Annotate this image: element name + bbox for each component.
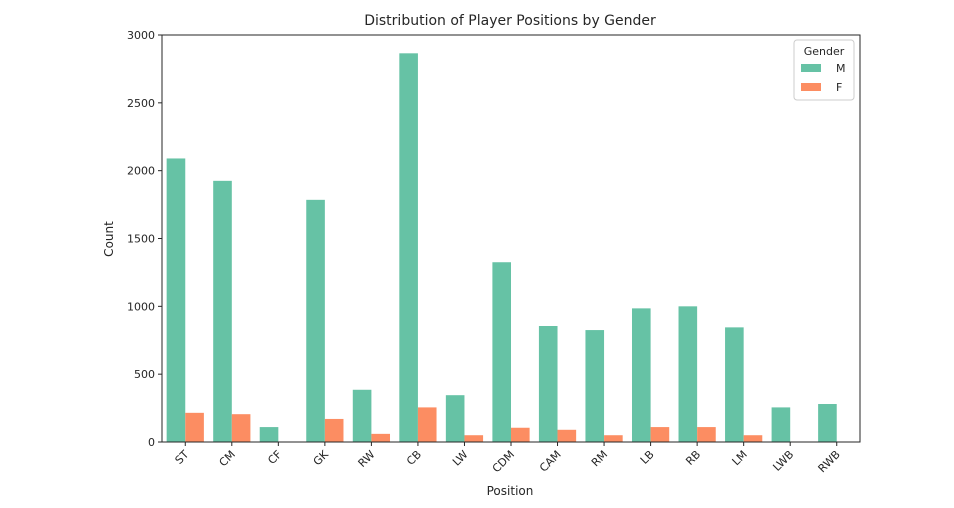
x-axis-title: Position <box>487 484 534 498</box>
x-tick-label: RW <box>356 448 378 470</box>
bar-M-RWB <box>818 404 837 442</box>
legend-swatch-M <box>801 64 821 72</box>
bar-M-RB <box>678 306 698 442</box>
bar-F-RM <box>604 435 623 442</box>
bars-layer <box>166 53 837 443</box>
bar-M-LB <box>631 308 651 442</box>
x-tick-label: CB <box>404 448 424 468</box>
bar-M-LWB <box>771 407 791 442</box>
x-tick-label: CAM <box>537 448 564 475</box>
y-tick-label: 3000 <box>127 29 155 42</box>
y-tick-label: 1500 <box>127 233 155 246</box>
y-axis-title: Count <box>102 221 116 257</box>
x-tick-label: LB <box>638 448 657 467</box>
bar-F-LB <box>650 427 670 442</box>
bar-F-GK <box>324 418 344 442</box>
bar-M-RW <box>352 389 372 442</box>
x-tick-label: GK <box>311 447 332 468</box>
x-tick-label: CM <box>217 448 238 469</box>
y-tick-label: 2500 <box>127 97 155 110</box>
y-tick-label: 0 <box>148 436 155 449</box>
bar-F-ST <box>185 412 204 442</box>
y-tick-label: 500 <box>134 368 155 381</box>
bar-F-CAM <box>557 429 577 442</box>
x-tick-label: RB <box>683 448 703 468</box>
bar-M-LM <box>725 327 744 442</box>
chart-title: Distribution of Player Positions by Gend… <box>364 13 656 29</box>
bar-M-CM <box>213 180 232 442</box>
bar-F-LM <box>743 435 763 442</box>
bar-F-LW <box>464 435 484 442</box>
bar-M-ST <box>166 158 186 442</box>
y-tick-label: 1000 <box>127 300 155 313</box>
legend-swatch-F <box>801 83 821 91</box>
bar-F-RB <box>697 427 716 442</box>
bar-M-CB <box>399 53 418 443</box>
x-tick-label: RWB <box>816 448 843 475</box>
bar-M-GK <box>306 199 325 442</box>
bar-F-CB <box>417 407 437 442</box>
legend-label-F: F <box>836 81 842 94</box>
bar-M-RM <box>585 330 605 442</box>
bar-F-CM <box>231 414 251 442</box>
bar-M-CDM <box>492 262 511 442</box>
bar-M-CF <box>259 427 279 442</box>
bar-F-RW <box>371 433 391 442</box>
x-tick-label: ST <box>173 448 192 467</box>
x-tick-label: CF <box>265 448 284 467</box>
legend-label-M: M <box>836 62 846 75</box>
bar-M-LW <box>445 395 465 442</box>
x-tick-label: RM <box>589 448 610 469</box>
x-tick-label: LW <box>450 448 471 469</box>
bar-M-CAM <box>538 326 558 442</box>
legend-title: Gender <box>804 45 845 58</box>
x-tick-label: LWB <box>770 448 796 474</box>
x-tick-label: CDM <box>490 448 517 475</box>
bar-F-CDM <box>511 427 530 442</box>
legend: Gender MF <box>793 39 855 101</box>
x-tick-label: LM <box>730 448 750 468</box>
y-tick-label: 2000 <box>127 165 155 178</box>
